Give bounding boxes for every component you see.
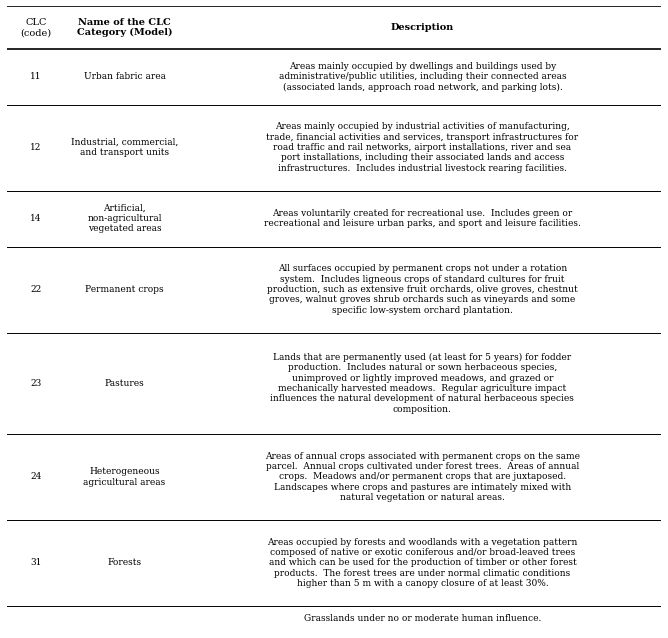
Text: Grasslands under no or moderate human influence.: Grasslands under no or moderate human in… [304,614,541,623]
Text: Urban fabric area: Urban fabric area [84,72,166,81]
Text: CLC
(code): CLC (code) [21,18,51,37]
Text: 31: 31 [31,558,42,567]
Text: Description: Description [391,23,454,32]
Text: Name of the CLC
Category (Model): Name of the CLC Category (Model) [77,18,172,37]
Text: Areas voluntarily created for recreational use.  Includes green or
recreational : Areas voluntarily created for recreation… [264,209,580,228]
Text: 24: 24 [31,472,42,481]
Text: Lands that are permanently used (at least for 5 years) for fodder
production.  I: Lands that are permanently used (at leas… [271,353,574,414]
Text: Permanent crops: Permanent crops [86,285,164,294]
Text: Areas of annual crops associated with permanent crops on the same
parcel.  Annua: Areas of annual crops associated with pe… [265,452,580,502]
Text: 23: 23 [31,379,42,388]
Text: 11: 11 [30,72,42,81]
Text: Industrial, commercial,
and transport units: Industrial, commercial, and transport un… [71,138,178,158]
Text: Artificial,
non-agricultural
vegetated areas: Artificial, non-agricultural vegetated a… [88,204,162,234]
Text: Pastures: Pastures [105,379,144,388]
Text: Heterogeneous
agricultural areas: Heterogeneous agricultural areas [84,467,166,487]
Text: All surfaces occupied by permanent crops not under a rotation
system.  Includes : All surfaces occupied by permanent crops… [267,264,578,315]
Text: Areas mainly occupied by industrial activities of manufacturing,
trade, financia: Areas mainly occupied by industrial acti… [267,122,578,173]
Text: 22: 22 [31,285,42,294]
Text: Areas occupied by forests and woodlands with a vegetation pattern
composed of na: Areas occupied by forests and woodlands … [267,538,578,588]
Text: 12: 12 [31,143,42,152]
Text: Forests: Forests [108,558,142,567]
Text: 14: 14 [30,214,42,223]
Text: Areas mainly occupied by dwellings and buildings used by
administrative/public u: Areas mainly occupied by dwellings and b… [279,62,566,92]
